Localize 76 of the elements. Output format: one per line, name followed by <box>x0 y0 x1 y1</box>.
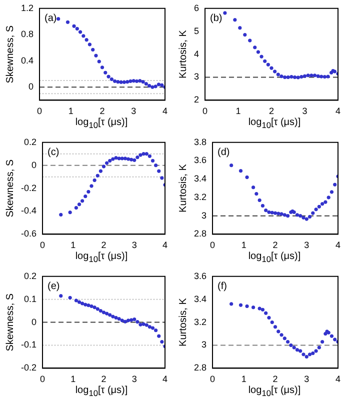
y-tick-label: 6 <box>194 2 200 13</box>
y-tick-label: 3.2 <box>194 316 207 327</box>
y-tick-label: 3.4 <box>194 294 207 304</box>
x-tick-label: 2 <box>100 106 105 116</box>
y-tick-label: 0.2 <box>24 270 37 281</box>
x-tick-label: 2 <box>101 240 106 250</box>
y-tick-label: 3 <box>194 72 200 82</box>
x-tick-label: 3 <box>132 240 137 250</box>
x-tick-label: 1 <box>236 106 241 116</box>
x-tick-label: 2 <box>272 240 278 250</box>
x-tick-label: 3 <box>131 106 136 116</box>
x-tick-label: 1 <box>70 374 76 384</box>
y-tick-label: 3.2 <box>194 192 207 202</box>
y-tick-label: 0.8 <box>20 29 34 40</box>
annotation: (d) <box>218 147 230 158</box>
x-tick-label: 1 <box>241 374 246 384</box>
y-axis-title: Kurtosis, K <box>178 164 189 212</box>
y-tick-label: -0.2 <box>20 182 37 193</box>
x-axis-title: log$_{10}$[τ (μs)] <box>74 385 129 399</box>
x-tick-label: 4 <box>335 240 341 250</box>
y-tick-label: -0.4 <box>20 206 37 216</box>
x-tick-label: 0 <box>40 240 46 250</box>
y-tick-label: 3 <box>201 210 207 220</box>
y-tick-label: 0.4 <box>20 55 34 66</box>
y-tick-label: 0 <box>28 82 34 92</box>
y-tick-label: 3.6 <box>194 155 207 166</box>
y-tick-label: -0.1 <box>20 340 37 350</box>
x-axis-title: log$_{10}$[τ (μs)] <box>74 251 129 265</box>
y-tick-label: 3.8 <box>194 136 207 147</box>
x-tick-label: 3 <box>132 374 137 384</box>
annotation: (c) <box>48 147 60 158</box>
y-tick-label: 2 <box>194 94 200 105</box>
y-tick-label: 0 <box>31 160 37 170</box>
x-tick-label: 3 <box>302 106 308 116</box>
annotation: (b) <box>210 13 222 24</box>
x-tick-label: 0 <box>210 240 216 250</box>
x-tick-label: 1 <box>68 106 74 116</box>
y-axis-title: Skewness, S <box>4 293 16 352</box>
x-tick-label: 3 <box>304 240 310 250</box>
y-tick-label: -0.2 <box>20 362 37 373</box>
x-tick-label: 1 <box>70 240 76 250</box>
x-tick-label: 1 <box>241 240 246 250</box>
y-tick-label: 3.6 <box>194 270 207 281</box>
y-axis-title: Kurtosis, K <box>178 298 189 346</box>
y-axis-title: Kurtosis, K <box>178 30 189 78</box>
y-tick-label: 0.2 <box>24 136 37 147</box>
x-tick-label: 4 <box>335 106 341 116</box>
x-tick-label: 4 <box>162 106 168 116</box>
x-tick-label: 2 <box>272 374 278 384</box>
x-tick-label: 0 <box>40 374 46 384</box>
y-tick-label: 3 <box>201 340 207 350</box>
x-tick-label: 0 <box>210 374 216 384</box>
x-axis-title: log$_{10}$[τ (μs)] <box>247 117 302 131</box>
x-tick-label: 4 <box>162 374 168 384</box>
x-axis-title: log$_{10}$[τ (μs)] <box>247 251 302 265</box>
y-axis-title: Skewness, S <box>4 159 16 218</box>
annotation: (e) <box>48 281 60 292</box>
x-axis-title: log$_{10}$[τ (μs)] <box>247 385 302 399</box>
y-tick-label: 2.8 <box>194 362 207 373</box>
y-tick-label: 0 <box>31 316 37 327</box>
y-tick-label: 4 <box>194 48 200 59</box>
y-tick-label: 2.8 <box>194 228 207 239</box>
y-tick-label: 1.2 <box>20 2 34 13</box>
y-tick-label: 5 <box>194 26 200 36</box>
annotation: (f) <box>218 281 227 292</box>
x-tick-label: 2 <box>101 374 106 384</box>
x-tick-label: 4 <box>335 374 341 384</box>
x-tick-label: 3 <box>304 374 310 384</box>
annotation: (a) <box>44 13 57 24</box>
y-tick-label: 0.1 <box>24 294 37 304</box>
x-tick-label: 2 <box>268 106 274 116</box>
y-axis-title: Skewness, S <box>4 25 16 84</box>
x-tick-label: 4 <box>162 240 168 250</box>
x-axis-title: log$_{10}$[τ (μs)] <box>74 117 129 131</box>
y-tick-label: -0.6 <box>20 228 37 239</box>
y-tick-label: 3.4 <box>194 174 207 184</box>
